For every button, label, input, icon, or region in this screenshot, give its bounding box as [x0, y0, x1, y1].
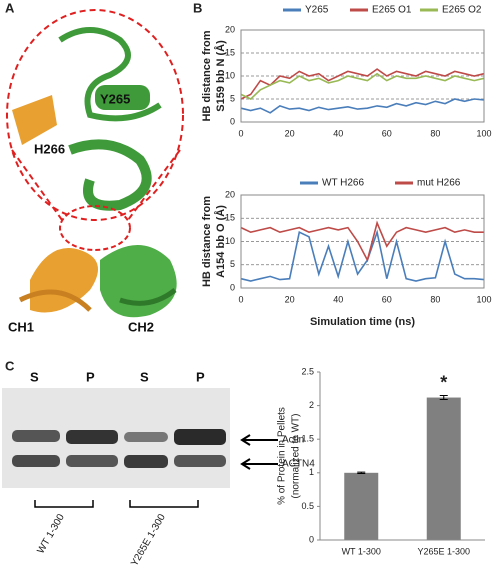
- lane-label: S: [30, 369, 39, 384]
- x-tick-label: 0: [238, 294, 243, 304]
- y-tick-label: 5: [230, 93, 235, 103]
- series-line: [240, 220, 484, 263]
- x-tick-label: 40: [333, 128, 343, 138]
- x-tick-label: Y265E 1-300: [417, 546, 470, 556]
- x-tick-label: 60: [382, 128, 392, 138]
- y-axis-label: HB distance from: [201, 196, 213, 287]
- y-tick-label: 2.5: [301, 366, 314, 376]
- y-tick-label: 1.5: [301, 434, 314, 444]
- y-tick-label: 2: [309, 400, 314, 410]
- y-axis-label: S159 bb N (Å): [214, 40, 227, 112]
- x-tick-label: 40: [333, 294, 343, 304]
- x-tick-label: 0: [238, 128, 243, 138]
- x-tick-label: 20: [285, 294, 295, 304]
- series-line: [240, 229, 485, 282]
- legend-label: mut H266: [417, 178, 461, 189]
- x-tick-label: 20: [285, 128, 295, 138]
- lane-label: S: [140, 369, 149, 384]
- y-tick-label: 15: [225, 213, 235, 223]
- y-tick-label: 0: [309, 534, 314, 544]
- panel-label: A: [5, 0, 15, 15]
- y-tick-label: 0: [230, 116, 235, 126]
- y-tick-label: 20: [225, 24, 235, 34]
- domain-label: CH1: [8, 319, 34, 334]
- series-line: [240, 68, 485, 100]
- legend-label: WT H266: [322, 178, 364, 189]
- y-tick-label: 15: [225, 47, 235, 57]
- y-axis-label: (normalized to WT): [291, 413, 302, 498]
- lane-label: P: [86, 369, 95, 384]
- band-label: ACTN4: [282, 459, 315, 470]
- series-line: [240, 72, 485, 100]
- structure-illustration: [6, 9, 184, 318]
- y-tick-label: 20: [225, 189, 235, 199]
- domain-label: CH2: [128, 319, 154, 334]
- x-tick-label: 100: [476, 128, 491, 138]
- x-tick-label: 80: [430, 128, 440, 138]
- gel-image: [2, 388, 278, 508]
- x-tick-label: 100: [476, 294, 491, 304]
- group-label: WT 1-300: [35, 512, 67, 556]
- bar: [426, 397, 461, 540]
- y-tick-label: 0: [230, 282, 235, 292]
- lane-label: P: [196, 369, 205, 384]
- plot-frame: [240, 29, 485, 123]
- error-bar: [357, 471, 366, 474]
- error-bar: [439, 395, 448, 401]
- y-axis-label: HB distance from: [201, 30, 213, 121]
- residue-label: H266: [34, 141, 65, 156]
- group-label: Y265E 1-300: [129, 512, 168, 568]
- legend-label: E265 O2: [442, 5, 482, 16]
- legend-label: Y265: [305, 5, 329, 16]
- series-line: [240, 98, 485, 114]
- residue-label: Y265: [100, 91, 130, 106]
- y-axis-label: A154 bb O (Å): [214, 205, 227, 278]
- significance-mark: *: [440, 372, 447, 392]
- legend-label: E265 O1: [372, 5, 412, 16]
- y-tick-label: 10: [225, 236, 235, 246]
- y-tick-label: 5: [230, 259, 235, 269]
- bar: [344, 472, 379, 540]
- y-tick-label: 1: [309, 467, 314, 477]
- x-tick-label: 80: [430, 294, 440, 304]
- panel-label: B: [193, 0, 202, 15]
- x-axis-label: Simulation time (ns): [310, 316, 415, 328]
- plot-frame: [240, 194, 485, 289]
- y-axis-label: % of Protein in Pellets: [277, 407, 288, 505]
- panel-label: C: [5, 358, 15, 373]
- band-label: Actin: [282, 435, 304, 446]
- x-tick-label: WT 1-300: [342, 546, 381, 556]
- y-tick-label: 0.5: [301, 501, 314, 511]
- y-tick-label: 10: [225, 70, 235, 80]
- x-tick-label: 60: [382, 294, 392, 304]
